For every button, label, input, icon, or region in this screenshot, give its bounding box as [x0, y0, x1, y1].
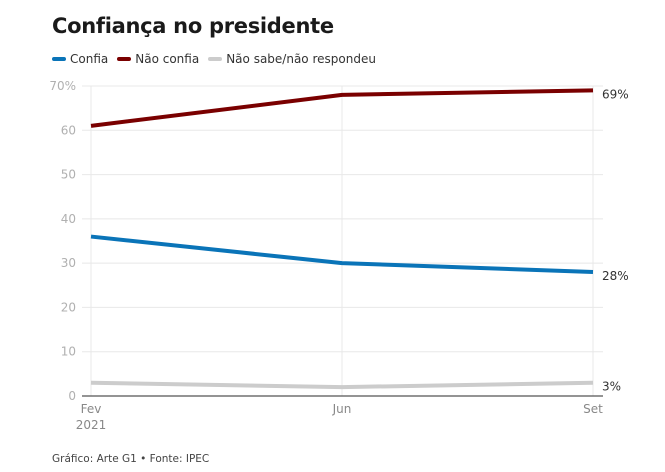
y-tick-label: 40 [61, 212, 76, 226]
legend-label: Não sabe/não respondeu [226, 52, 376, 66]
legend-item-nao-sabe: Não sabe/não respondeu [208, 52, 376, 66]
legend: Confia Não confia Não sabe/não respondeu [52, 52, 385, 66]
legend-label: Confia [70, 52, 109, 66]
series-line-n-o-confia [90, 88, 594, 128]
y-tick-label: 50 [61, 168, 76, 182]
source-credit: Gráfico: Arte G1 • Fonte: IPEC [52, 453, 210, 465]
y-tick-label: 20 [61, 300, 76, 314]
series-line-n-o-sabe-n-o-respondeu [90, 380, 594, 390]
legend-swatch-nao-confia [117, 57, 132, 61]
series-line-confia [90, 234, 594, 274]
y-tick-label: 10 [61, 345, 76, 359]
chart-title: Confiança no presidente [52, 14, 334, 38]
y-tick-label: 30 [61, 256, 76, 270]
end-label: 3% [602, 380, 621, 394]
x-tick-label: Set [583, 402, 603, 416]
legend-item-nao-confia: Não confia [117, 52, 199, 66]
legend-swatch-nao-sabe [208, 57, 223, 61]
end-label: 69% [602, 87, 629, 101]
legend-swatch-confia [52, 57, 66, 61]
x-tick-label-year: 2021 [76, 418, 107, 432]
y-tick-label: 0 [68, 389, 76, 403]
legend-label: Não confia [135, 52, 200, 66]
y-tick-label: 70% [49, 79, 76, 93]
end-label: 28% [602, 269, 629, 283]
legend-item-confia: Confia [52, 52, 108, 66]
x-tick-label: Fev [81, 402, 102, 416]
y-tick-label: 60 [61, 123, 76, 137]
x-tick-label: Jun [332, 402, 352, 416]
